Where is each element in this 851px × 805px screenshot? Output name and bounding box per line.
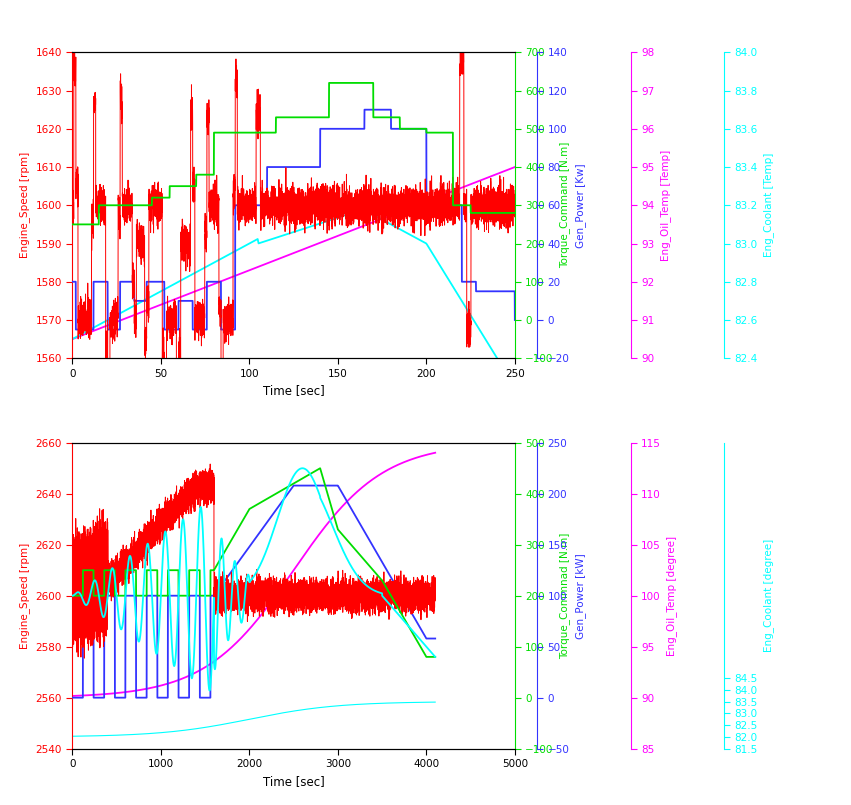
Y-axis label: Engine_Speed [rpm]: Engine_Speed [rpm]	[19, 543, 30, 649]
Y-axis label: Engine_Speed [rpm]: Engine_Speed [rpm]	[19, 152, 30, 258]
Y-axis label: Torque_Commnad [N.m]: Torque_Commnad [N.m]	[559, 533, 570, 658]
Y-axis label: Eng_Oil_Temp [Temp]: Eng_Oil_Temp [Temp]	[660, 150, 671, 261]
Y-axis label: Torque_Command [N.m]: Torque_Command [N.m]	[559, 142, 570, 268]
Y-axis label: Gen_Power [kW]: Gen_Power [kW]	[574, 553, 585, 638]
X-axis label: Time [sec]: Time [sec]	[263, 384, 324, 397]
Y-axis label: Eng_Oil_Temp [degree]: Eng_Oil_Temp [degree]	[666, 535, 677, 656]
X-axis label: Time [sec]: Time [sec]	[263, 774, 324, 787]
Y-axis label: Eng_Coolant [Temp]: Eng_Coolant [Temp]	[763, 153, 774, 258]
Y-axis label: Gen_Power [Kw]: Gen_Power [Kw]	[574, 163, 585, 248]
Y-axis label: Eng_Coolant [degree]: Eng_Coolant [degree]	[763, 539, 774, 652]
